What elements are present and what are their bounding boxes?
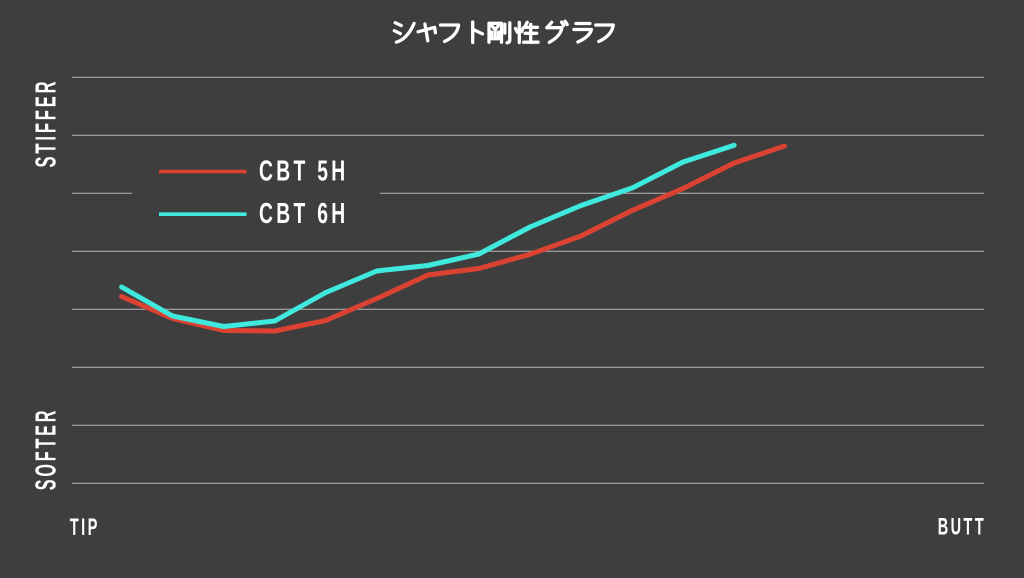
svg-text:CBT 6H: CBT 6H — [259, 198, 349, 230]
svg-text:TIP: TIP — [70, 514, 100, 541]
svg-text:SOFTER: SOFTER — [30, 408, 62, 491]
svg-text:BUTT: BUTT — [938, 514, 986, 541]
svg-text:STIFFER: STIFFER — [30, 79, 62, 168]
svg-text:CBT 5H: CBT 5H — [259, 155, 349, 187]
